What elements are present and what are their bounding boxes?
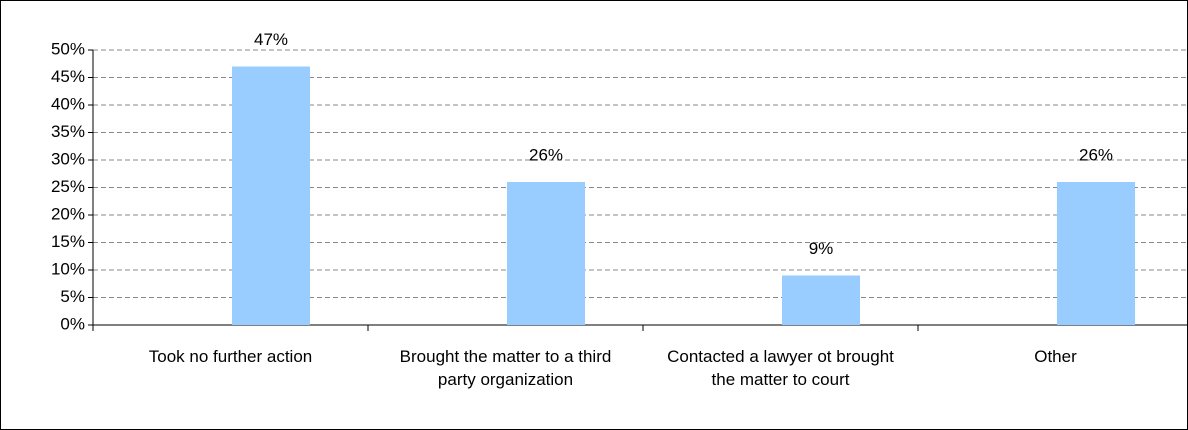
- x-tick-label: Brought the matter to a third party orga…: [399, 347, 612, 389]
- bar: [507, 182, 585, 325]
- y-tick-label: 15%: [51, 232, 85, 251]
- bar: [782, 275, 860, 325]
- bar: [232, 66, 310, 325]
- value-label: 47%: [254, 30, 288, 49]
- y-tick-label: 40%: [51, 94, 85, 113]
- y-tick-label: 10%: [51, 259, 85, 278]
- y-tick-label: 35%: [51, 122, 85, 141]
- x-tick-label: Contacted a lawyer ot brought the matter…: [667, 347, 894, 389]
- y-tick-label: 45%: [51, 67, 85, 86]
- y-tick-label: 30%: [51, 149, 85, 168]
- x-tick-label: Other: [1034, 347, 1077, 366]
- y-tick-label: 5%: [60, 287, 85, 306]
- y-tick-label: 20%: [51, 204, 85, 223]
- value-label: 26%: [1079, 145, 1113, 164]
- y-tick-label: 0%: [60, 314, 85, 333]
- bar: [1057, 182, 1135, 325]
- y-tick-label: 25%: [51, 177, 85, 196]
- value-label: 26%: [529, 145, 563, 164]
- y-tick-label: 50%: [51, 39, 85, 58]
- x-tick-label: Took no further action: [148, 347, 313, 366]
- value-label: 9%: [809, 239, 834, 258]
